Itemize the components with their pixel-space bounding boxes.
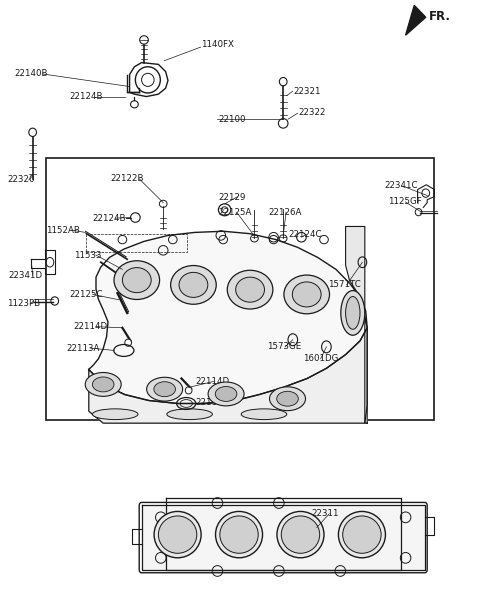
Ellipse shape	[281, 516, 320, 553]
Polygon shape	[406, 5, 426, 35]
Text: 22125A: 22125A	[218, 207, 252, 217]
Text: 11533: 11533	[74, 250, 102, 260]
Text: 1125GF: 1125GF	[388, 197, 421, 206]
Polygon shape	[142, 505, 425, 570]
Text: 22124B: 22124B	[70, 92, 103, 101]
Ellipse shape	[294, 287, 301, 293]
Text: 22125C: 22125C	[70, 290, 103, 299]
Text: 22341C: 22341C	[384, 181, 418, 191]
Text: 1573GE: 1573GE	[267, 342, 301, 352]
Text: 1152AB: 1152AB	[46, 225, 80, 235]
Text: 1123PB: 1123PB	[7, 299, 40, 309]
Ellipse shape	[238, 291, 244, 297]
Ellipse shape	[270, 387, 305, 411]
Text: 1571TC: 1571TC	[328, 280, 361, 290]
Text: 22140B: 22140B	[14, 69, 48, 79]
Ellipse shape	[125, 339, 132, 346]
Ellipse shape	[294, 296, 301, 302]
Ellipse shape	[92, 409, 138, 420]
Polygon shape	[346, 226, 367, 423]
Ellipse shape	[181, 278, 188, 284]
Ellipse shape	[208, 382, 244, 406]
Ellipse shape	[341, 290, 365, 336]
Ellipse shape	[277, 511, 324, 558]
Text: 22122B: 22122B	[110, 174, 144, 184]
Polygon shape	[89, 328, 367, 423]
Text: 22322: 22322	[299, 107, 326, 117]
Text: 22341D: 22341D	[9, 271, 43, 280]
Text: 1140FX: 1140FX	[201, 40, 233, 49]
Ellipse shape	[346, 296, 360, 329]
Ellipse shape	[256, 291, 263, 297]
Ellipse shape	[167, 409, 213, 420]
Text: 22113A: 22113A	[66, 343, 100, 353]
Ellipse shape	[85, 372, 121, 396]
Ellipse shape	[147, 377, 182, 401]
Text: 22321: 22321	[294, 86, 321, 96]
Ellipse shape	[124, 273, 131, 279]
Text: 22114D: 22114D	[196, 377, 230, 386]
Ellipse shape	[185, 387, 192, 394]
Ellipse shape	[312, 296, 319, 302]
Ellipse shape	[216, 511, 263, 558]
Ellipse shape	[179, 272, 208, 297]
Ellipse shape	[338, 511, 385, 558]
Text: 22126A: 22126A	[269, 207, 302, 217]
Ellipse shape	[92, 377, 114, 392]
Ellipse shape	[241, 409, 287, 420]
Ellipse shape	[154, 382, 176, 397]
Text: 22114D: 22114D	[73, 322, 107, 331]
Ellipse shape	[114, 261, 159, 299]
Text: 22124B: 22124B	[92, 213, 126, 223]
Ellipse shape	[292, 282, 321, 307]
Ellipse shape	[124, 281, 131, 288]
Bar	[46, 158, 434, 420]
Text: 22311: 22311	[311, 509, 338, 519]
Polygon shape	[89, 231, 367, 403]
Ellipse shape	[215, 387, 237, 402]
Ellipse shape	[122, 268, 151, 293]
Ellipse shape	[256, 283, 263, 288]
Ellipse shape	[171, 266, 216, 305]
Ellipse shape	[238, 283, 244, 288]
Ellipse shape	[143, 281, 149, 288]
Text: 22100: 22100	[218, 114, 246, 124]
Ellipse shape	[158, 516, 197, 553]
Ellipse shape	[236, 277, 264, 302]
Text: 22112A: 22112A	[196, 398, 229, 407]
Text: FR.: FR.	[429, 10, 451, 23]
Text: 22129: 22129	[218, 193, 246, 203]
Ellipse shape	[276, 392, 298, 406]
Ellipse shape	[199, 278, 206, 284]
Ellipse shape	[227, 271, 273, 309]
Ellipse shape	[199, 286, 206, 292]
Ellipse shape	[143, 273, 149, 279]
Ellipse shape	[154, 511, 201, 558]
Ellipse shape	[181, 286, 188, 292]
Ellipse shape	[343, 516, 381, 553]
Ellipse shape	[312, 287, 319, 293]
Text: 22124C: 22124C	[288, 229, 322, 239]
Text: 22320: 22320	[8, 175, 35, 185]
Text: 1601DG: 1601DG	[303, 354, 339, 364]
Ellipse shape	[284, 275, 330, 313]
Ellipse shape	[220, 516, 258, 553]
